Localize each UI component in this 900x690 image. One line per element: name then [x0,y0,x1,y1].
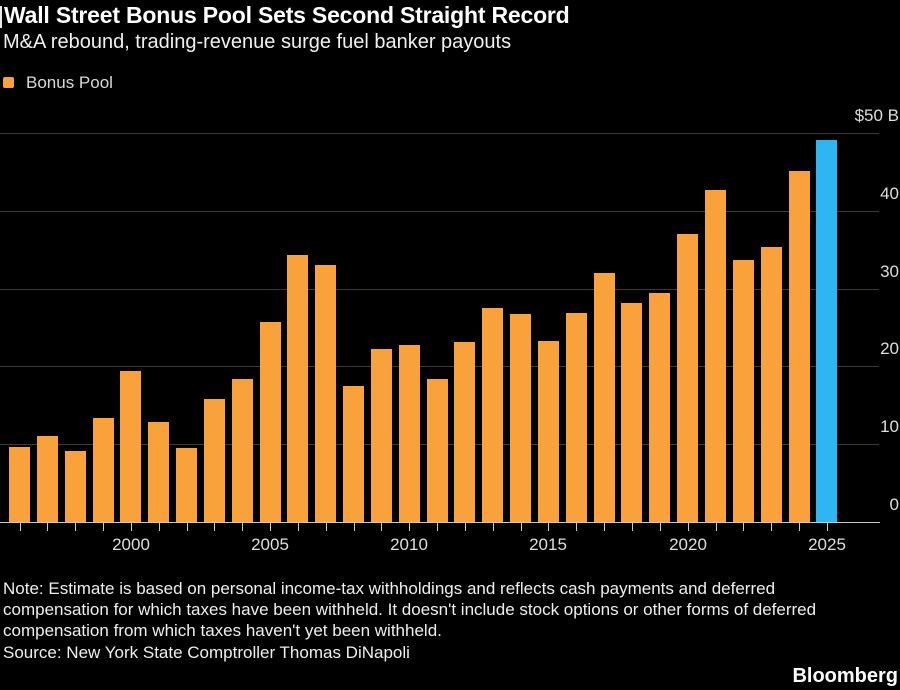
bar-2014 [510,314,531,522]
chart-title: Wall Street Bonus Pool Sets Second Strai… [4,2,570,28]
bar-2007 [315,265,336,522]
legend-label: Bonus Pool [26,72,113,92]
y-axis-label-20: 20 [880,339,899,358]
legend: Bonus Pool [3,72,113,92]
x-tick-2019 [660,523,661,531]
gridline-20 [0,366,879,367]
bar-2005 [260,322,281,522]
bar-2016 [566,313,587,522]
bar-1997 [37,436,58,522]
x-tick-1998 [75,523,76,531]
x-tick-2017 [604,523,605,531]
bar-2023 [761,247,782,522]
text-cursor-artifact [0,6,2,28]
bar-2019 [649,293,670,522]
legend-swatch-icon [3,77,14,88]
bar-2021 [705,190,726,522]
x-tick-2003 [214,523,215,531]
x-tick-2011 [437,523,438,531]
gridline-30 [0,289,879,290]
bar-2004 [232,379,253,522]
bar-2003 [204,399,225,522]
x-tick-2009 [381,523,382,531]
bar-1996 [9,447,30,522]
x-tick-2008 [354,523,355,531]
bar-2000 [120,371,141,522]
x-tick-2007 [326,523,327,531]
x-axis-line [0,522,880,523]
bar-chart-plot-area: $50 B 40 30 20 10 0 2000 2005 2010 2015 2020 2025 [0,106,899,554]
x-axis-label-2000: 2000 [112,535,150,554]
bar-2008 [343,386,364,522]
x-tick-2022 [743,523,744,531]
y-axis-label-50: $50 B [854,106,899,125]
bar-2015 [538,341,559,522]
bar-2013 [482,308,503,522]
bar-2025 [816,140,837,522]
x-tick-2010 [409,523,410,531]
gridline-50 [0,133,879,134]
bar-1999 [93,418,114,522]
chart-subtitle: M&A rebound, trading-revenue surge fuel … [3,31,512,53]
x-tick-2016 [576,523,577,531]
x-axis-label-2020: 2020 [669,535,707,554]
x-tick-2000 [131,523,132,531]
bar-2017 [594,273,615,522]
x-tick-2005 [270,523,271,531]
x-tick-2023 [771,523,772,531]
bar-2009 [371,349,392,522]
x-tick-2004 [242,523,243,531]
x-tick-1999 [103,523,104,531]
x-tick-1996 [20,523,21,531]
bar-2022 [733,260,754,522]
x-tick-2025 [827,523,828,531]
x-axis-label-2005: 2005 [251,535,289,554]
x-tick-1997 [47,523,48,531]
gridline-40 [0,211,879,212]
x-tick-2018 [632,523,633,531]
y-axis-label-40: 40 [880,184,899,203]
x-tick-2013 [493,523,494,531]
x-tick-2014 [521,523,522,531]
x-tick-2006 [298,523,299,531]
bar-2006 [287,255,308,522]
bar-2024 [789,171,810,522]
x-tick-2002 [187,523,188,531]
x-tick-2012 [465,523,466,531]
y-axis-label-30: 30 [880,262,899,281]
bar-2001 [148,422,169,522]
x-axis-label-2025: 2025 [808,535,846,554]
x-tick-2020 [688,523,689,531]
bloomberg-logo: Bloomberg [792,665,898,687]
x-axis-label-2010: 2010 [390,535,428,554]
bar-2010 [399,345,420,522]
bar-2018 [621,303,642,522]
chart-source: Source: New York State Comptroller Thoma… [3,643,410,662]
y-axis-label-0: 0 [889,495,899,514]
x-tick-2001 [159,523,160,531]
bar-2011 [427,379,448,522]
bar-2002 [176,448,197,522]
bar-2012 [454,342,475,522]
x-tick-2015 [548,523,549,531]
x-tick-2021 [716,523,717,531]
y-axis-label-10: 10 [880,417,899,436]
x-tick-2024 [799,523,800,531]
x-axis-label-2015: 2015 [529,535,567,554]
chart-note: Note: Estimate is based on personal inco… [3,579,817,640]
bar-1998 [65,451,86,522]
bar-2020 [677,234,698,522]
